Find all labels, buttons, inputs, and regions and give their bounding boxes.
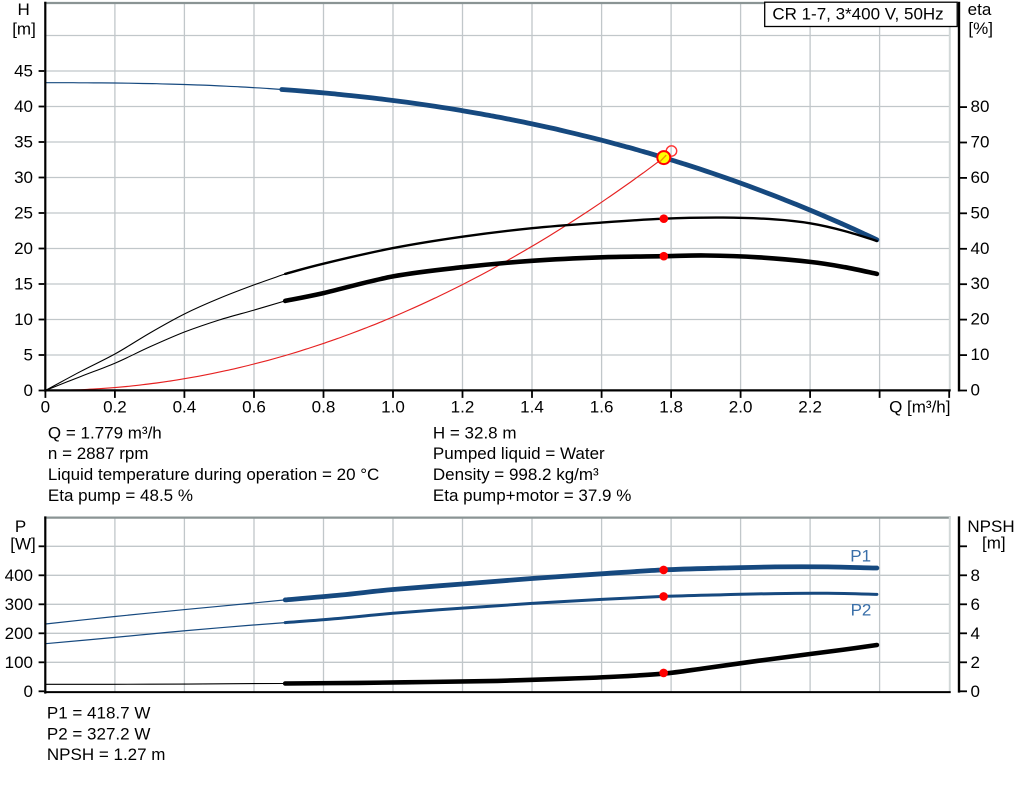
svg-text:10: 10 <box>14 310 33 329</box>
svg-text:Eta pump+motor = 37.9 %: Eta pump+motor = 37.9 % <box>433 486 631 505</box>
svg-text:P1: P1 <box>850 547 871 566</box>
svg-text:45: 45 <box>14 61 33 80</box>
svg-text:20: 20 <box>14 239 33 258</box>
svg-text:0: 0 <box>971 381 980 400</box>
svg-text:[%]: [%] <box>968 19 993 38</box>
svg-text:2: 2 <box>971 653 980 672</box>
svg-text:40: 40 <box>14 97 33 116</box>
svg-text:100: 100 <box>5 653 33 672</box>
svg-text:[W]: [W] <box>10 534 36 553</box>
svg-text:30: 30 <box>14 168 33 187</box>
svg-text:2.2: 2.2 <box>798 398 822 417</box>
svg-text:4: 4 <box>971 624 980 643</box>
svg-text:Pumped liquid = Water: Pumped liquid = Water <box>433 444 605 463</box>
svg-text:P2: P2 <box>851 601 872 620</box>
svg-text:Liquid temperature during oper: Liquid temperature during operation = 20… <box>48 465 379 484</box>
svg-text:0.6: 0.6 <box>242 398 266 417</box>
svg-text:70: 70 <box>971 133 990 152</box>
svg-text:eta: eta <box>968 0 992 19</box>
svg-text:6: 6 <box>971 595 980 614</box>
svg-text:H = 32.8 m: H = 32.8 m <box>433 423 517 442</box>
svg-text:15: 15 <box>14 274 33 293</box>
svg-text:[m]: [m] <box>982 534 1006 553</box>
svg-text:2.0: 2.0 <box>729 398 753 417</box>
svg-text:35: 35 <box>14 132 33 151</box>
svg-text:P2 = 327.2 W: P2 = 327.2 W <box>47 724 150 743</box>
svg-text:0.2: 0.2 <box>103 398 127 417</box>
svg-text:H: H <box>17 0 29 19</box>
svg-text:0: 0 <box>24 381 33 400</box>
svg-text:Density = 998.2 kg/m³: Density = 998.2 kg/m³ <box>433 465 599 484</box>
svg-text:P1 = 418.7 W: P1 = 418.7 W <box>47 704 150 723</box>
svg-text:40: 40 <box>971 239 990 258</box>
svg-text:Eta pump = 48.5 %: Eta pump = 48.5 % <box>48 486 193 505</box>
svg-text:CR 1-7, 3*400 V, 50Hz: CR 1-7, 3*400 V, 50Hz <box>772 4 943 23</box>
svg-text:NPSH: NPSH <box>967 517 1014 536</box>
svg-text:1.0: 1.0 <box>381 398 405 417</box>
svg-text:P: P <box>15 517 26 536</box>
svg-text:8: 8 <box>971 566 980 585</box>
svg-text:200: 200 <box>5 624 33 643</box>
svg-text:n = 2887 rpm: n = 2887 rpm <box>48 444 149 463</box>
svg-text:1.8: 1.8 <box>659 398 683 417</box>
svg-text:80: 80 <box>971 97 990 116</box>
svg-text:1.2: 1.2 <box>451 398 475 417</box>
svg-text:1.6: 1.6 <box>590 398 614 417</box>
svg-text:0.8: 0.8 <box>312 398 336 417</box>
svg-text:0: 0 <box>24 682 33 701</box>
svg-text:1.4: 1.4 <box>520 398 544 417</box>
svg-text:Q [m³/h]: Q [m³/h] <box>889 398 950 417</box>
svg-text:20: 20 <box>971 310 990 329</box>
svg-text:0: 0 <box>41 398 50 417</box>
svg-text:[m]: [m] <box>12 20 36 39</box>
svg-text:300: 300 <box>5 595 33 614</box>
svg-text:NPSH = 1.27 m: NPSH = 1.27 m <box>47 745 166 764</box>
svg-text:10: 10 <box>971 345 990 364</box>
svg-text:50: 50 <box>971 203 990 222</box>
svg-text:0: 0 <box>971 682 980 701</box>
svg-text:5: 5 <box>24 345 33 364</box>
svg-text:400: 400 <box>5 566 33 585</box>
svg-text:Q = 1.779 m³/h: Q = 1.779 m³/h <box>48 423 162 442</box>
svg-text:25: 25 <box>14 203 33 222</box>
svg-text:60: 60 <box>971 168 990 187</box>
svg-text:0.4: 0.4 <box>173 398 197 417</box>
svg-text:30: 30 <box>971 274 990 293</box>
